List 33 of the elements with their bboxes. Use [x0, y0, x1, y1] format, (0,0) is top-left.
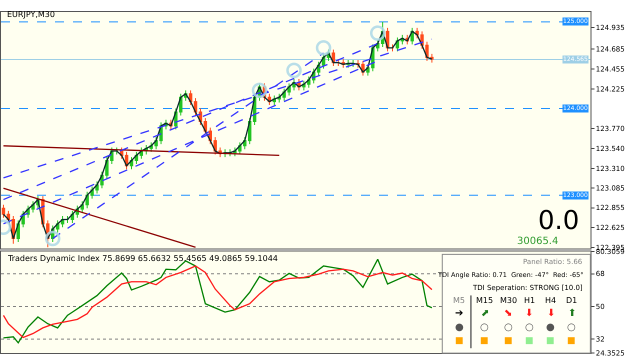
text: ■	[546, 336, 555, 346]
point	[286, 62, 302, 78]
text: H1	[524, 296, 536, 305]
text: M15	[476, 296, 494, 305]
point	[252, 82, 268, 98]
text: ⬆	[568, 308, 576, 319]
text: ■	[504, 336, 513, 346]
text: ■	[567, 336, 576, 346]
text: 30065.4	[517, 236, 558, 247]
text: ■	[455, 336, 464, 346]
text: M5	[453, 296, 465, 305]
point	[370, 25, 386, 41]
text: H4	[545, 296, 556, 305]
text: ●	[546, 322, 555, 333]
point	[44, 230, 60, 246]
text: M30	[500, 296, 518, 305]
text: ⬊	[504, 308, 512, 319]
text: ➔	[455, 308, 464, 319]
chart-title: Traders Dynamic Index 75.8699 65.6632 55.4565 49.0865 59.1044	[7, 254, 278, 263]
text: ■	[480, 336, 489, 346]
text: ⬇	[525, 308, 534, 319]
text: ○	[525, 322, 534, 333]
text: ●	[455, 322, 464, 333]
text: ■	[525, 336, 534, 346]
text: ○	[567, 322, 576, 333]
point	[316, 40, 332, 56]
chart-title: EURJPY,M30	[7, 10, 55, 19]
text: ⬈	[481, 308, 490, 319]
text: D1	[566, 296, 578, 305]
text: ⬇	[547, 308, 556, 319]
text: ○	[480, 322, 489, 333]
text: ○	[504, 322, 513, 333]
text: 0.0	[538, 206, 580, 236]
